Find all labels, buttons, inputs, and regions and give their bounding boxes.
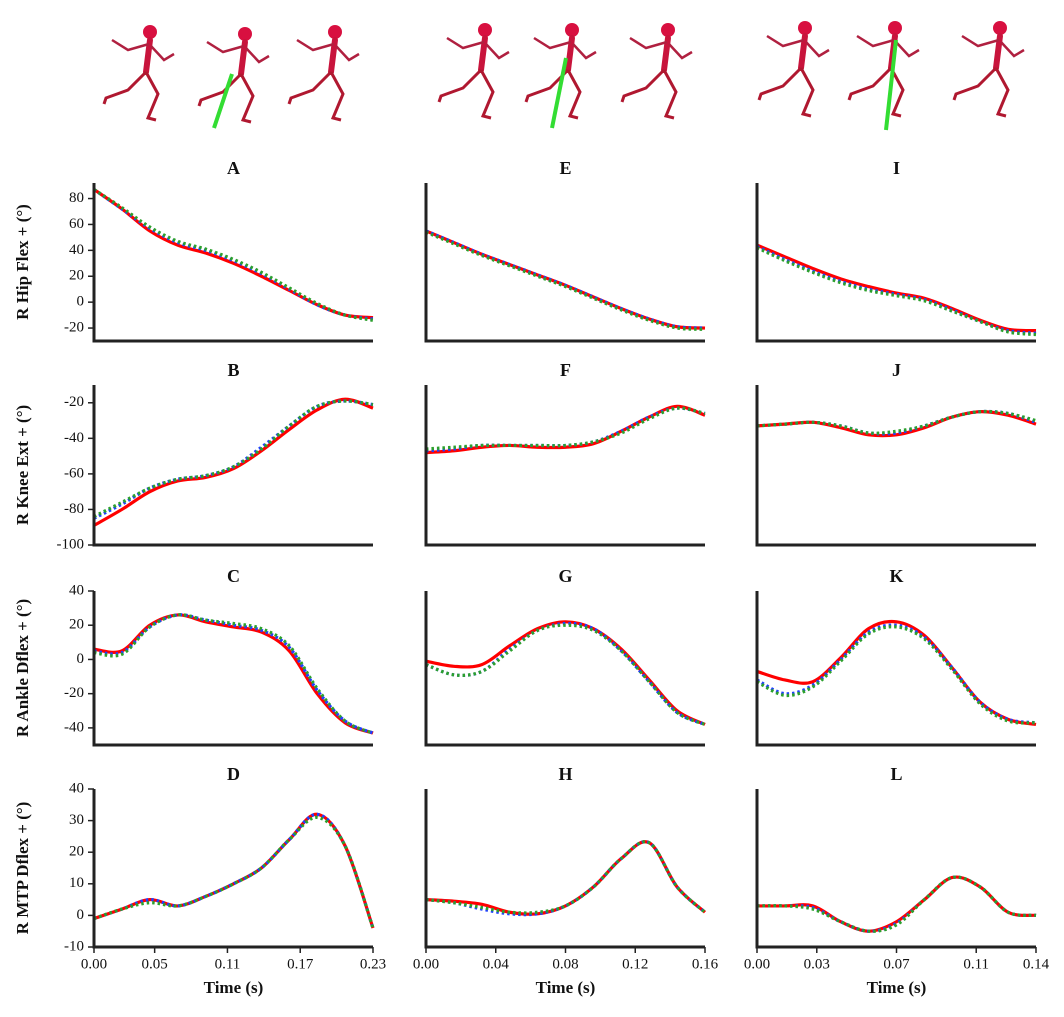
x-tick-label: 0.17 [287,956,314,972]
y-tick-label: 40 [69,582,84,598]
panel-title: H [558,764,572,784]
y-tick-label: -20 [64,319,84,335]
x-tick-label: 0.11 [215,956,241,972]
panel-title: B [227,360,239,380]
y-tick-label: 20 [69,844,84,860]
panel-title: L [890,764,902,784]
y-tick-label: 20 [69,617,84,633]
data-line [756,245,1037,335]
panel-title: G [558,566,572,586]
y-tick-label: -40 [64,719,84,735]
y-tick-label: -80 [64,501,84,517]
x-tick-label: 0.16 [692,956,719,972]
data-line [756,623,1037,725]
data-line [93,613,374,735]
force-vector [212,73,234,129]
x-tick-label: 0.00 [744,956,770,972]
data-line [93,188,374,320]
panel-title: F [560,360,571,380]
data-line [425,406,706,451]
x-tick-label: 0.00 [81,956,107,972]
x-tick-label: 0.03 [804,956,830,972]
skeleton [526,23,596,118]
data-line [93,613,374,735]
x-axis-label: Time (s) [536,978,596,997]
skeleton [289,25,359,120]
y-tick-label: 80 [69,190,84,206]
y-tick-label: 20 [69,268,84,284]
data-line [756,243,1037,333]
y-tick-label: 40 [69,780,84,796]
y-tick-label: 0 [77,294,85,310]
skeleton [622,23,692,118]
data-line [425,230,706,331]
panel-title: A [227,158,240,178]
x-tick-label: 0.04 [483,956,510,972]
x-tick-label: 0.14 [1023,956,1050,972]
data-line [425,229,706,330]
y-tick-label: 60 [69,216,84,232]
skeleton [439,23,509,118]
y-tick-label: -20 [64,394,84,410]
x-tick-label: 0.11 [963,956,989,972]
y-tick-label: -20 [64,685,84,701]
data-line [425,620,706,726]
panel-title: I [893,158,900,178]
x-tick-label: 0.07 [883,956,910,972]
x-tick-label: 0.08 [552,956,578,972]
data-line [425,621,706,726]
x-axis-label: Time (s) [204,978,264,997]
y-axis-label: R Knee Ext + (°) [13,405,32,525]
skeleton [199,27,269,122]
y-tick-label: -40 [64,430,84,446]
data-line [425,229,706,330]
data-line [757,875,1037,933]
data-line [93,399,374,518]
x-axis-label: Time (s) [867,978,927,997]
y-axis-label: R MTP Dflex + (°) [13,802,32,935]
y-tick-label: 0 [77,651,85,667]
y-tick-label: 40 [69,242,84,258]
data-line [756,410,1037,438]
y-tick-label: 30 [69,812,84,828]
panel-title: E [559,158,571,178]
y-tick-label: 0 [77,907,85,923]
x-tick-label: 0.00 [413,956,439,972]
skeleton-illustrations [104,21,1024,131]
x-tick-label: 0.23 [360,956,386,972]
data-line [756,246,1037,337]
y-axis-label: R Ankle Dflex + (°) [13,599,32,737]
x-tick-label: 0.05 [142,956,168,972]
panel-title: C [227,566,240,586]
data-line [93,812,375,929]
panel-title: K [889,566,903,586]
data-line [93,397,374,527]
data-line [756,625,1037,725]
y-tick-label: -10 [64,938,84,954]
data-line [93,812,375,929]
skeleton [759,21,829,116]
data-line [756,875,1037,933]
data-line [425,623,706,726]
data-line [93,188,374,321]
x-tick-label: 0.12 [622,956,648,972]
data-line [93,815,375,929]
y-axis-label: R Hip Flex + (°) [13,204,32,320]
data-line [93,188,374,322]
panel-title: D [227,764,240,784]
force-vector [884,39,898,131]
skeleton [104,25,174,120]
panel-title: J [892,360,901,380]
y-tick-label: 10 [69,875,84,891]
skeleton [849,21,919,116]
y-tick-label: -100 [57,536,85,552]
data-line [756,619,1037,727]
force-vector [550,57,568,129]
skeleton [954,21,1024,116]
data-line [425,840,707,916]
data-line [93,613,374,735]
y-tick-label: -60 [64,465,84,481]
